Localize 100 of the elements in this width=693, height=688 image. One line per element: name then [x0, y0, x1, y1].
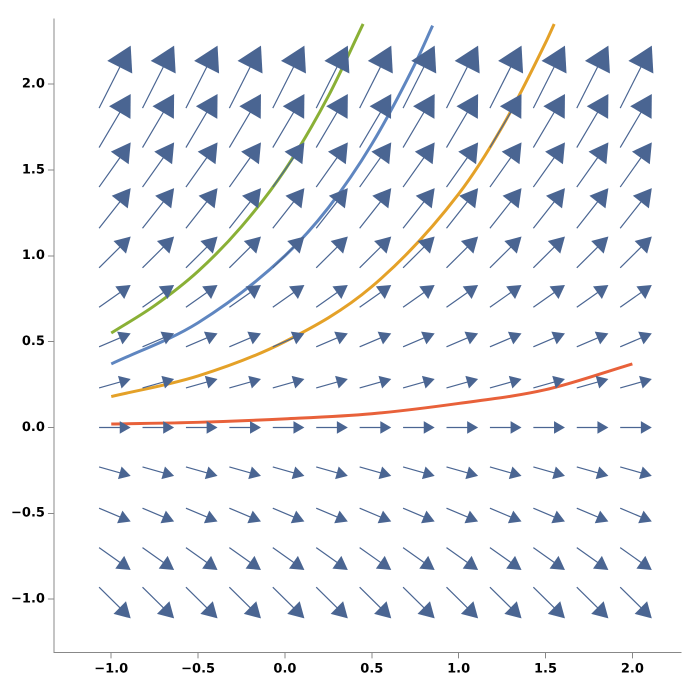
- point: [202, 284, 218, 299]
- point: [417, 236, 435, 254]
- point: [378, 332, 392, 344]
- point: [202, 556, 218, 570]
- point: [247, 510, 261, 524]
- point: [246, 556, 261, 570]
- point: [378, 466, 392, 480]
- point: [204, 376, 218, 388]
- point: [508, 510, 522, 524]
- point: [548, 601, 565, 618]
- point: [460, 601, 478, 618]
- point: [636, 556, 652, 570]
- point: [158, 556, 174, 570]
- point: [248, 466, 261, 480]
- x-tick-label: −1.0: [94, 662, 128, 677]
- point: [289, 284, 304, 299]
- point: [200, 601, 218, 618]
- point: [115, 556, 131, 570]
- point: [591, 236, 608, 254]
- point: [114, 236, 131, 254]
- point: [506, 556, 522, 570]
- point: [506, 284, 522, 299]
- point: [156, 236, 174, 254]
- point: [335, 376, 348, 388]
- point: [289, 556, 304, 570]
- point: [247, 332, 261, 344]
- point: [378, 376, 392, 388]
- point: [639, 466, 652, 480]
- point: [378, 510, 392, 524]
- point: [419, 284, 435, 299]
- point: [204, 510, 218, 524]
- point: [118, 376, 131, 388]
- y-tick-label: 1.0: [22, 248, 45, 264]
- point: [332, 556, 348, 570]
- point: [551, 510, 565, 524]
- point: [634, 601, 652, 618]
- point: [421, 332, 435, 344]
- point: [204, 466, 218, 480]
- point: [246, 284, 261, 299]
- point: [374, 601, 392, 618]
- point: [330, 601, 348, 618]
- point: [592, 556, 608, 570]
- point: [117, 332, 131, 344]
- point: [462, 284, 478, 299]
- point: [422, 466, 435, 480]
- point: [161, 376, 174, 388]
- point: [161, 466, 174, 480]
- point: [160, 510, 174, 524]
- point: [636, 284, 652, 299]
- point: [376, 284, 392, 299]
- point: [462, 556, 478, 570]
- point: [548, 236, 565, 254]
- point: [421, 510, 435, 524]
- point: [330, 236, 348, 254]
- point: [244, 601, 261, 618]
- point: [158, 284, 174, 299]
- point: [596, 466, 608, 480]
- point: [244, 236, 261, 254]
- point: [204, 332, 218, 344]
- point: [118, 466, 131, 480]
- point: [592, 284, 608, 299]
- point: [638, 332, 652, 344]
- point: [160, 332, 174, 344]
- point: [419, 556, 435, 570]
- point: [550, 284, 565, 299]
- point: [374, 236, 392, 254]
- point: [115, 284, 131, 299]
- point: [634, 236, 652, 254]
- point: [334, 510, 348, 524]
- point: [594, 510, 608, 524]
- point: [464, 332, 478, 344]
- point: [508, 376, 522, 388]
- point: [200, 236, 218, 254]
- point: [422, 376, 435, 388]
- point: [464, 510, 478, 524]
- point: [114, 601, 131, 618]
- point: [638, 510, 652, 524]
- point: [504, 601, 522, 618]
- point: [287, 236, 304, 254]
- point: [248, 376, 261, 388]
- point: [417, 601, 435, 618]
- point: [290, 510, 304, 524]
- point: [591, 601, 608, 618]
- point: [287, 601, 304, 618]
- y-tick-label: 2.0: [22, 76, 45, 92]
- point: [508, 332, 522, 344]
- point: [335, 466, 348, 480]
- point: [552, 376, 565, 388]
- x-tick-label: 2.0: [620, 662, 644, 677]
- x-tick-label: 0.0: [273, 662, 296, 677]
- point: [551, 332, 565, 344]
- point: [376, 556, 392, 570]
- point: [117, 510, 131, 524]
- y-tick-label: −0.5: [11, 506, 45, 521]
- point: [290, 332, 304, 344]
- x-tick-label: 1.0: [447, 662, 470, 677]
- x-tick-label: −0.5: [181, 662, 216, 677]
- point: [504, 236, 522, 254]
- point: [552, 466, 565, 480]
- point: [465, 376, 478, 388]
